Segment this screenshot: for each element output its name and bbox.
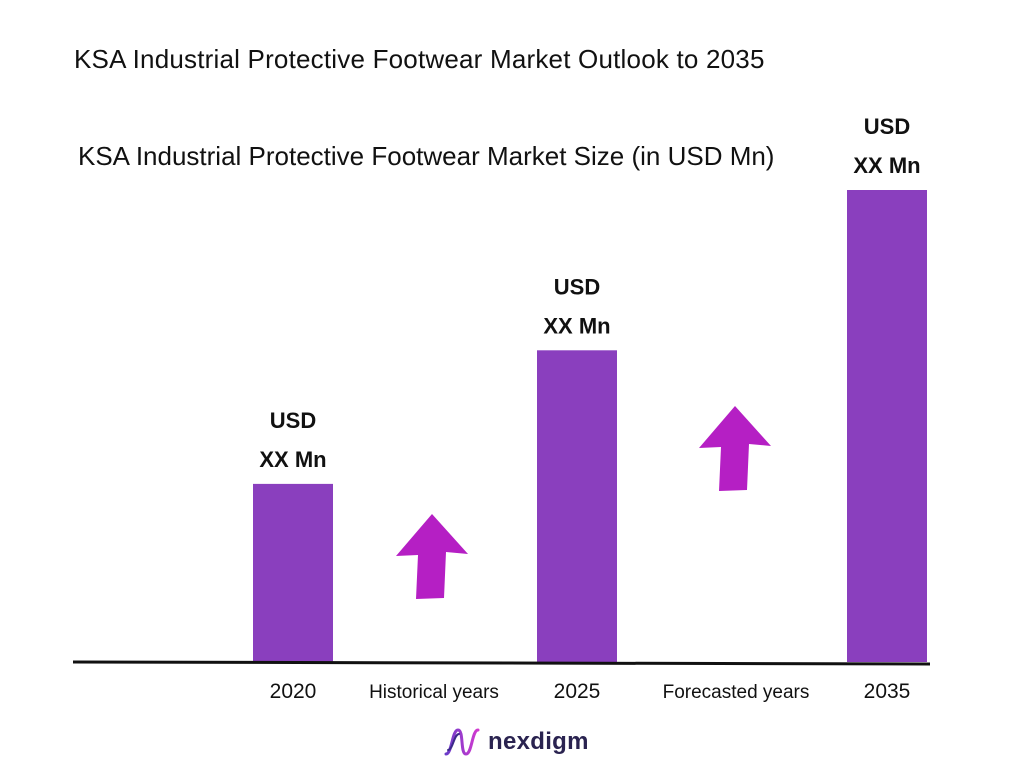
data-label-2020-line1: USD	[270, 408, 316, 433]
nexdigm-wave-icon	[444, 728, 480, 756]
data-label-2035-line1: USD	[864, 114, 910, 139]
x-axis-line	[72, 660, 931, 666]
x-tick-2025: 2025	[554, 680, 601, 703]
data-label-2035-line2: XX Mn	[853, 153, 920, 178]
historical-growth-arrow-icon	[396, 514, 468, 599]
bar-2025	[537, 350, 617, 662]
data-label-2025-line2: XX Mn	[543, 313, 610, 338]
chart-title: KSA Industrial Protective Footwear Marke…	[74, 44, 765, 74]
data-label-2025-line1: USD	[554, 274, 600, 299]
x-tick-2035: 2035	[864, 680, 911, 703]
nexdigm-logo: nexdigm	[444, 724, 589, 760]
bar-2035	[847, 190, 927, 662]
period-label-1: Historical years	[369, 682, 499, 703]
bar-2020	[253, 483, 333, 662]
logo-text: nexdigm	[488, 728, 589, 755]
forecast-growth-arrow-icon	[699, 406, 771, 491]
chart-subtitle: KSA Industrial Protective Footwear Marke…	[78, 141, 775, 171]
period-label-2: Forecasted years	[663, 682, 810, 703]
x-tick-2020: 2020	[270, 680, 317, 703]
data-label-2020-line2: XX Mn	[259, 447, 326, 472]
